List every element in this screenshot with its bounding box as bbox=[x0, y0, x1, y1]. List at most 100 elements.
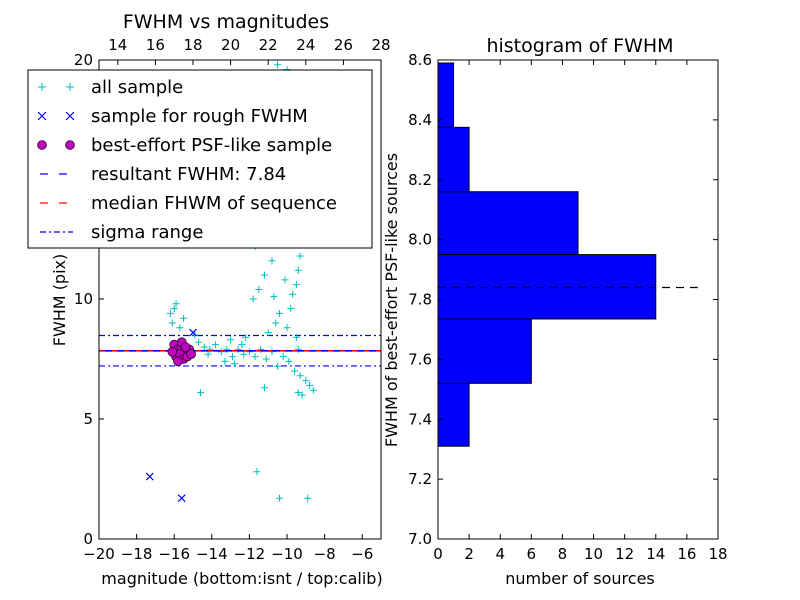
legend-box bbox=[27, 69, 373, 249]
all-sample-point bbox=[279, 353, 287, 361]
rough-sample-point bbox=[177, 494, 186, 503]
all-sample-point bbox=[270, 293, 278, 301]
top-x-tick-label: 20 bbox=[221, 36, 240, 54]
histogram-bar bbox=[437, 254, 657, 320]
best-effort-sample-point bbox=[167, 346, 178, 357]
legend-label: best-effort PSF-like sample bbox=[91, 135, 332, 156]
all-sample-point bbox=[197, 389, 205, 397]
all-sample-point bbox=[274, 362, 282, 370]
all-sample-point bbox=[166, 309, 174, 317]
scatter-legend: all sample sample for rough FWHM best-effo… bbox=[27, 69, 373, 249]
all-sample-point bbox=[294, 389, 302, 397]
legend-marker-circle bbox=[65, 140, 75, 150]
legend-label: median FHWM of sequence bbox=[91, 193, 337, 214]
x-tick-label: 2 bbox=[464, 545, 474, 563]
all-sample-point bbox=[285, 357, 293, 365]
scatter-y-axis-label: FWHM (pix) bbox=[50, 254, 69, 347]
histogram-bar bbox=[437, 191, 579, 256]
x-tick-label: −12 bbox=[234, 545, 266, 563]
legend-entry: all sample bbox=[38, 77, 183, 98]
all-sample-point bbox=[242, 333, 250, 341]
legend-marker-plus bbox=[38, 83, 46, 91]
all-sample-point bbox=[281, 276, 289, 284]
x-tick-label: −6 bbox=[351, 545, 373, 563]
top-x-tick-label: 16 bbox=[146, 36, 165, 54]
legend-marker-plus bbox=[66, 83, 74, 91]
all-sample-point bbox=[180, 314, 188, 322]
all-sample-point bbox=[228, 353, 236, 361]
all-sample-point bbox=[238, 341, 246, 349]
all-sample-point bbox=[257, 345, 265, 353]
all-sample-point bbox=[291, 367, 299, 375]
legend-entry: sigma range bbox=[40, 222, 203, 243]
histogram-bar bbox=[437, 382, 470, 447]
y-tick-label: 7.0 bbox=[408, 530, 432, 548]
y-tick-label: 7.4 bbox=[408, 410, 432, 428]
all-sample-point bbox=[204, 350, 212, 358]
x-tick-label: −20 bbox=[83, 545, 115, 563]
all-sample-point bbox=[176, 324, 184, 332]
top-x-tick-label: 14 bbox=[108, 36, 127, 54]
legend-label: resultant FWHM: 7.84 bbox=[91, 164, 286, 185]
x-tick-label: 14 bbox=[646, 545, 665, 563]
y-tick-label: 7.2 bbox=[408, 470, 432, 488]
histogram-bar bbox=[437, 126, 470, 193]
x-tick-label: −18 bbox=[121, 545, 153, 563]
y-tick-label: 8.4 bbox=[408, 111, 432, 129]
legend-entry: resultant FWHM: 7.84 bbox=[40, 164, 286, 185]
top-x-tick-label: 26 bbox=[334, 36, 353, 54]
all-sample-point bbox=[296, 252, 304, 260]
histogram-x-axis-label: number of sources bbox=[505, 569, 655, 588]
legend-marker-circle bbox=[37, 140, 47, 150]
x-tick-label: −10 bbox=[271, 545, 303, 563]
all-sample-point bbox=[289, 290, 297, 298]
histogram-data bbox=[437, 62, 698, 447]
y-tick-label: 20 bbox=[74, 51, 93, 69]
all-sample-point bbox=[195, 338, 203, 346]
all-sample-point bbox=[302, 377, 310, 385]
all-sample-point bbox=[274, 61, 282, 69]
x-tick-label: 16 bbox=[677, 545, 696, 563]
all-sample-point bbox=[212, 341, 220, 349]
best-effort-sample-point bbox=[186, 349, 196, 360]
all-sample-point bbox=[275, 494, 283, 502]
x-tick-label: 8 bbox=[558, 545, 568, 563]
all-sample-point bbox=[255, 285, 263, 293]
all-sample-point bbox=[306, 381, 314, 389]
all-sample-point bbox=[251, 353, 259, 361]
y-tick-label: 8.0 bbox=[408, 231, 432, 249]
all-sample-point bbox=[240, 350, 248, 358]
legend-label: sigma range bbox=[91, 222, 203, 243]
all-sample-point bbox=[298, 391, 306, 399]
all-sample-point bbox=[309, 386, 317, 394]
all-sample-point bbox=[223, 345, 231, 353]
histogram-title: histogram of FWHM bbox=[486, 35, 673, 57]
all-sample-point bbox=[200, 343, 208, 351]
x-tick-label: −14 bbox=[196, 545, 228, 563]
histogram-y-axis-label: FWHM of best-effort PSF-like sources bbox=[382, 153, 401, 447]
all-sample-point bbox=[275, 309, 283, 317]
rough-sample-point bbox=[145, 472, 154, 481]
all-sample-point bbox=[249, 295, 257, 303]
y-tick-label: 7.8 bbox=[408, 291, 432, 309]
all-sample-point bbox=[253, 468, 261, 476]
all-sample-point bbox=[206, 345, 214, 353]
x-tick-label: 10 bbox=[584, 545, 603, 563]
y-tick-label: 8.6 bbox=[408, 51, 432, 69]
scatter-panel: −20 −18 −16 −14 −12 −10 −8 −6 14 16 18 20 22 24 26 28 0 5… bbox=[27, 11, 391, 588]
legend-marker-x bbox=[65, 111, 75, 121]
y-tick-label: 7.6 bbox=[408, 350, 432, 368]
x-tick-label: 12 bbox=[615, 545, 634, 563]
x-tick-label: 18 bbox=[708, 545, 727, 563]
all-sample-point bbox=[230, 360, 238, 368]
top-x-tick-label: 22 bbox=[259, 36, 278, 54]
all-sample-point bbox=[260, 271, 268, 279]
all-sample-point bbox=[294, 345, 302, 353]
all-sample-point bbox=[221, 357, 229, 365]
all-sample-point bbox=[264, 329, 272, 337]
top-x-tick-label: 28 bbox=[371, 36, 390, 54]
all-sample-point bbox=[287, 305, 295, 313]
all-sample-point bbox=[268, 257, 276, 265]
best-effort-sample-point bbox=[173, 356, 183, 367]
